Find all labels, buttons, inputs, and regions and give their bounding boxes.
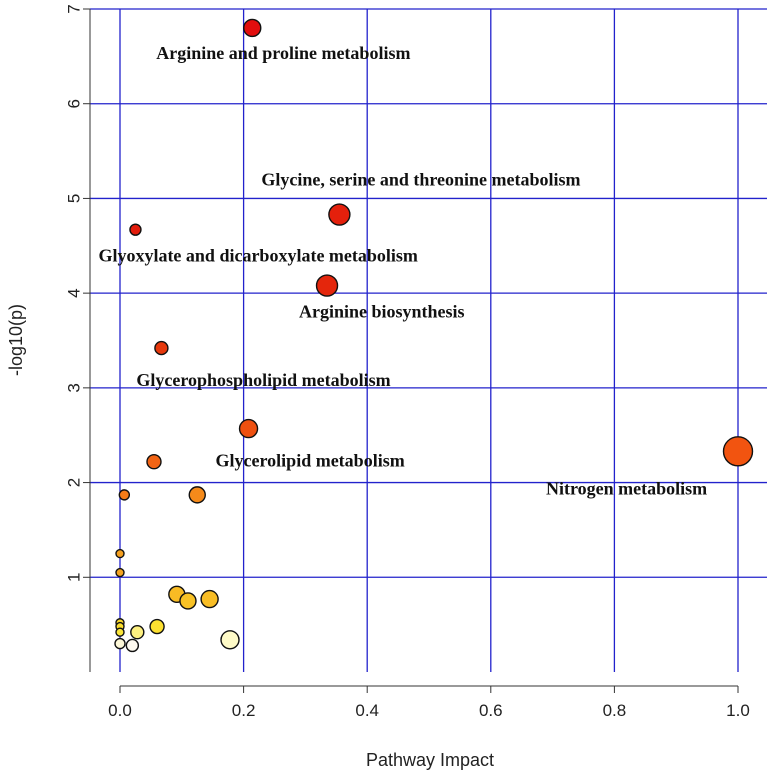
data-point bbox=[115, 627, 125, 637]
data-point bbox=[114, 637, 126, 650]
data-point bbox=[115, 548, 125, 559]
point-label: Glycerolipid metabolism bbox=[216, 451, 405, 471]
data-point bbox=[220, 630, 240, 650]
data-point bbox=[315, 274, 339, 297]
data-point bbox=[146, 454, 162, 470]
y-tick-label: 7 bbox=[65, 4, 84, 13]
data-points bbox=[114, 18, 754, 653]
y-tick-label: 3 bbox=[65, 383, 84, 392]
grid bbox=[90, 8, 767, 672]
point-label: Glyoxylate and dicarboxylate metabolism bbox=[98, 246, 417, 266]
data-point bbox=[129, 223, 142, 236]
y-tick-label: 4 bbox=[65, 288, 84, 297]
data-point bbox=[328, 203, 351, 226]
data-point bbox=[154, 340, 169, 356]
x-tick-label: 0.6 bbox=[479, 701, 503, 720]
y-tick-label: 5 bbox=[65, 194, 84, 203]
data-point bbox=[130, 625, 145, 640]
data-point bbox=[243, 18, 262, 38]
y-tick-label: 1 bbox=[65, 573, 84, 582]
data-point bbox=[722, 436, 754, 467]
data-point bbox=[188, 486, 206, 504]
x-tick-label: 0.8 bbox=[603, 701, 627, 720]
x-axis-title: Pathway Impact bbox=[366, 750, 494, 770]
point-labels: Arginine and proline metabolism Glycine, … bbox=[98, 43, 707, 498]
data-point bbox=[118, 489, 131, 501]
y-axis-title: -log10(p) bbox=[6, 304, 26, 376]
x-tick-label: 1.0 bbox=[726, 701, 750, 720]
point-label: Arginine and proline metabolism bbox=[156, 43, 410, 63]
x-tick-label: 0.0 bbox=[108, 701, 132, 720]
point-label: Glycerophospholipid metabolism bbox=[136, 370, 390, 390]
data-point bbox=[179, 592, 197, 610]
point-label: Glycine, serine and threonine metabolism bbox=[261, 170, 580, 190]
x-tick-label: 0.2 bbox=[232, 701, 256, 720]
point-label: Nitrogen metabolism bbox=[546, 478, 707, 498]
data-point bbox=[149, 618, 165, 635]
point-label: Arginine biosynthesis bbox=[299, 302, 465, 322]
x-tick-label: 0.4 bbox=[355, 701, 379, 720]
data-point bbox=[200, 589, 219, 609]
data-point bbox=[125, 638, 140, 653]
y-tick-label: 2 bbox=[65, 478, 84, 487]
y-tick-label: 6 bbox=[65, 99, 84, 108]
axes: 1 2 3 4 5 6 7 0.0 0.2 0.4 0.6 0.8 1.0 bbox=[65, 4, 750, 720]
data-point bbox=[115, 567, 125, 578]
data-point bbox=[238, 418, 259, 439]
